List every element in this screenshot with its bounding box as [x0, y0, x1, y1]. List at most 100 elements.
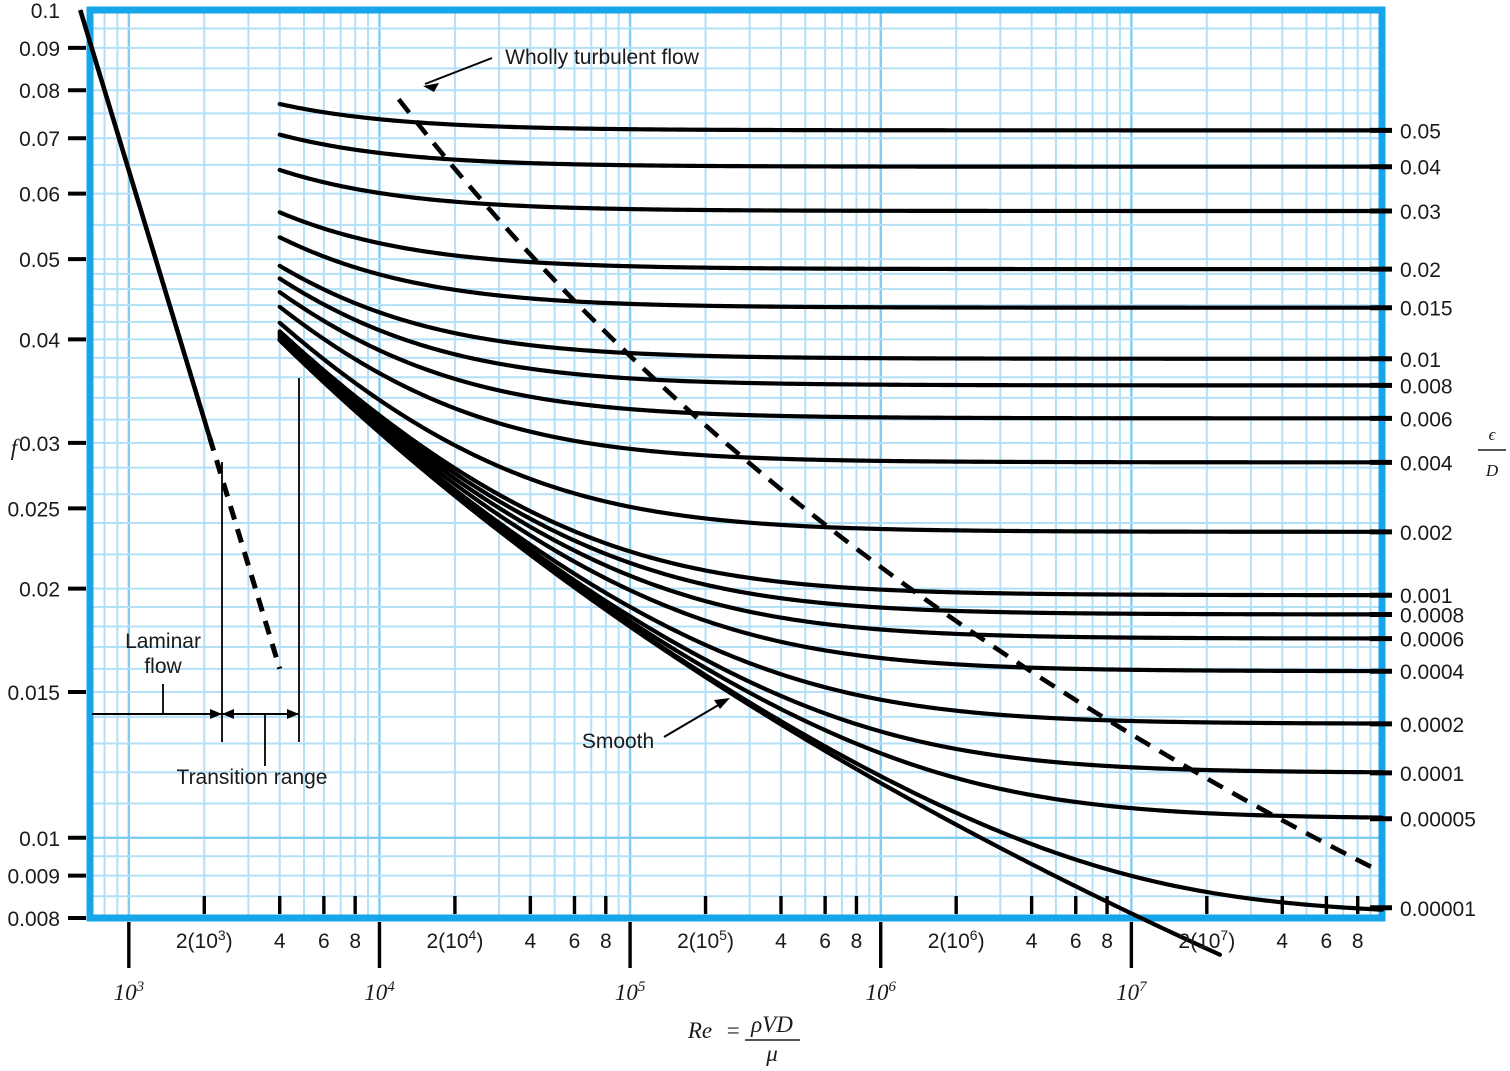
- transition-arrow-right: [287, 709, 299, 719]
- roughness-curve-0.002: [277, 320, 1385, 534]
- x-minor-label-8: 8: [600, 930, 612, 953]
- y-tick-label-0.1: 0.1: [31, 0, 60, 23]
- annotation-laminar-transition: [92, 378, 300, 766]
- x-minor-label-8: 8: [349, 930, 361, 953]
- roughness-label-0.008: 0.008: [1400, 375, 1453, 398]
- laminar-flow-label-line1: Laminar: [125, 630, 201, 653]
- roughness-curve-0.0004: [277, 334, 1385, 674]
- roughness-curve-0.01: [277, 263, 1385, 361]
- y-tick-label-0.008: 0.008: [7, 908, 60, 931]
- x-minor-label-4: 4: [1276, 930, 1288, 953]
- grid: [89, 8, 1384, 919]
- roughness-label-0.0002: 0.0002: [1400, 714, 1464, 737]
- annotation-smooth: [663, 698, 730, 738]
- x-minor-label-8: 8: [1352, 930, 1364, 953]
- roughness-curve-smooth: [277, 338, 1222, 957]
- wholly-turbulent-leader: [424, 57, 493, 85]
- equals-sign: =: [725, 1018, 741, 1043]
- roughness-label-0.01: 0.01: [1400, 349, 1441, 372]
- roughness-label-0.02: 0.02: [1400, 259, 1441, 282]
- roughness-label-0.015: 0.015: [1400, 298, 1453, 321]
- roughness-curve-0.004: [277, 304, 1385, 465]
- laminar-flow-line: [78, 9, 212, 438]
- x-minor-label-4: 4: [525, 930, 537, 953]
- y-tick-label-0.009: 0.009: [7, 866, 60, 889]
- laminar-arrow-right: [210, 709, 222, 719]
- y-axis: [68, 45, 86, 920]
- x-minor-label-6: 6: [569, 930, 581, 953]
- roughness-curve-0.001: [277, 329, 1385, 598]
- y-tick-label-0.06: 0.06: [19, 184, 60, 207]
- roughness-label-0.00005: 0.00005: [1400, 809, 1476, 832]
- roughness-label-0.004: 0.004: [1400, 452, 1453, 475]
- roughness-label-0.002: 0.002: [1400, 522, 1453, 545]
- y-axis-title: f: [11, 435, 21, 460]
- roughness-curve-0.015: [277, 235, 1385, 310]
- x-minor-label-4: 4: [775, 930, 787, 953]
- roughness-label-0.0001: 0.0001: [1400, 763, 1464, 786]
- roughness-curves: [277, 101, 1385, 957]
- smooth-label: Smooth: [582, 730, 654, 753]
- x-minor-label-210⁷: 2(107): [1178, 927, 1235, 953]
- reynolds-numerator: ρVD: [750, 1012, 793, 1037]
- y-tick-label-0.025: 0.025: [7, 498, 60, 521]
- roughness-curve-0.0002: [277, 336, 1385, 726]
- x-minor-label-6: 6: [1321, 930, 1333, 953]
- reynolds-denominator: μ: [765, 1041, 778, 1066]
- transition-dashed-line: [207, 436, 283, 670]
- roughness-curve-0.05: [277, 101, 1385, 133]
- roughness-label-0.03: 0.03: [1400, 201, 1441, 224]
- x-minor-label-210⁵: 2(105): [677, 927, 734, 953]
- smooth-leader: [663, 699, 728, 738]
- y-tick-label-0.01: 0.01: [19, 828, 60, 851]
- roughness-curve-0.0006: [277, 332, 1385, 641]
- y-tick-label-0.08: 0.08: [19, 80, 60, 103]
- x-minor-label-210³: 2(103): [176, 927, 233, 953]
- roughness-label-0.0006: 0.0006: [1400, 629, 1464, 652]
- y-tick-label-0.09: 0.09: [19, 38, 60, 61]
- x-minor-label-6: 6: [819, 930, 831, 953]
- x-minor-label-210⁴: 2(104): [426, 927, 483, 953]
- x-minor-label-4: 4: [274, 930, 286, 953]
- roughness-curve-0.03: [277, 167, 1385, 214]
- y-tick-label-0.02: 0.02: [19, 579, 60, 602]
- wholly-turbulent-flow-label: Wholly turbulent flow: [505, 46, 700, 69]
- x-minor-label-8: 8: [851, 930, 863, 953]
- x-major-label-10⁶: 106: [865, 979, 896, 1005]
- y-tick-label-0.03: 0.03: [19, 433, 60, 456]
- laminar-flow-label-line2: flow: [144, 655, 182, 678]
- x-major-label-10³: 103: [114, 979, 145, 1005]
- x-major-label-10⁵: 105: [615, 979, 646, 1005]
- x-minor-label-4: 4: [1026, 930, 1038, 953]
- x-minor-label-210⁶: 2(106): [928, 927, 985, 953]
- right-axis: [1370, 127, 1392, 911]
- y-tick-label-0.04: 0.04: [19, 329, 60, 352]
- roughness-label-0.0004: 0.0004: [1400, 661, 1465, 684]
- epsilon-symbol: ϵ: [1489, 425, 1497, 444]
- x-axis: 2(103) 4 6 8 2(104) 4 6 8 2(105) 4 6 8 2(106) 4 6 8 2(10…: [114, 896, 1364, 1005]
- x-minor-label-8: 8: [1101, 930, 1113, 953]
- roughness-curve-0.02: [277, 210, 1385, 272]
- x-minor-label-6: 6: [318, 930, 330, 953]
- x-major-label-10⁴: 104: [364, 979, 395, 1005]
- roughness-label-0.001: 0.001: [1400, 585, 1453, 608]
- transition-range-label: Transition range: [177, 766, 328, 789]
- roughness-label-0.006: 0.006: [1400, 408, 1453, 431]
- y-tick-label-0.015: 0.015: [7, 682, 60, 705]
- x-major-label-10⁷: 107: [1116, 979, 1148, 1005]
- wholly-turbulent-arrowhead: [423, 83, 439, 92]
- y-tick-label-0.07: 0.07: [19, 128, 60, 151]
- y-tick-label-0.05: 0.05: [19, 249, 60, 272]
- roughness-label-0.0008: 0.0008: [1400, 604, 1464, 627]
- roughness-label-0.00001: 0.00001: [1400, 898, 1476, 921]
- roughness-label-0.05: 0.05: [1400, 120, 1441, 143]
- wholly-turbulent-boundary: [396, 97, 1379, 872]
- transition-arrow-left: [222, 709, 234, 719]
- roughness-curve-0.006: [277, 290, 1385, 421]
- roughness-curve-0.04: [277, 132, 1385, 169]
- x-minor-label-6: 6: [1070, 930, 1082, 953]
- smooth-arrowhead: [714, 698, 730, 709]
- roughness-curve-0.008: [277, 276, 1385, 388]
